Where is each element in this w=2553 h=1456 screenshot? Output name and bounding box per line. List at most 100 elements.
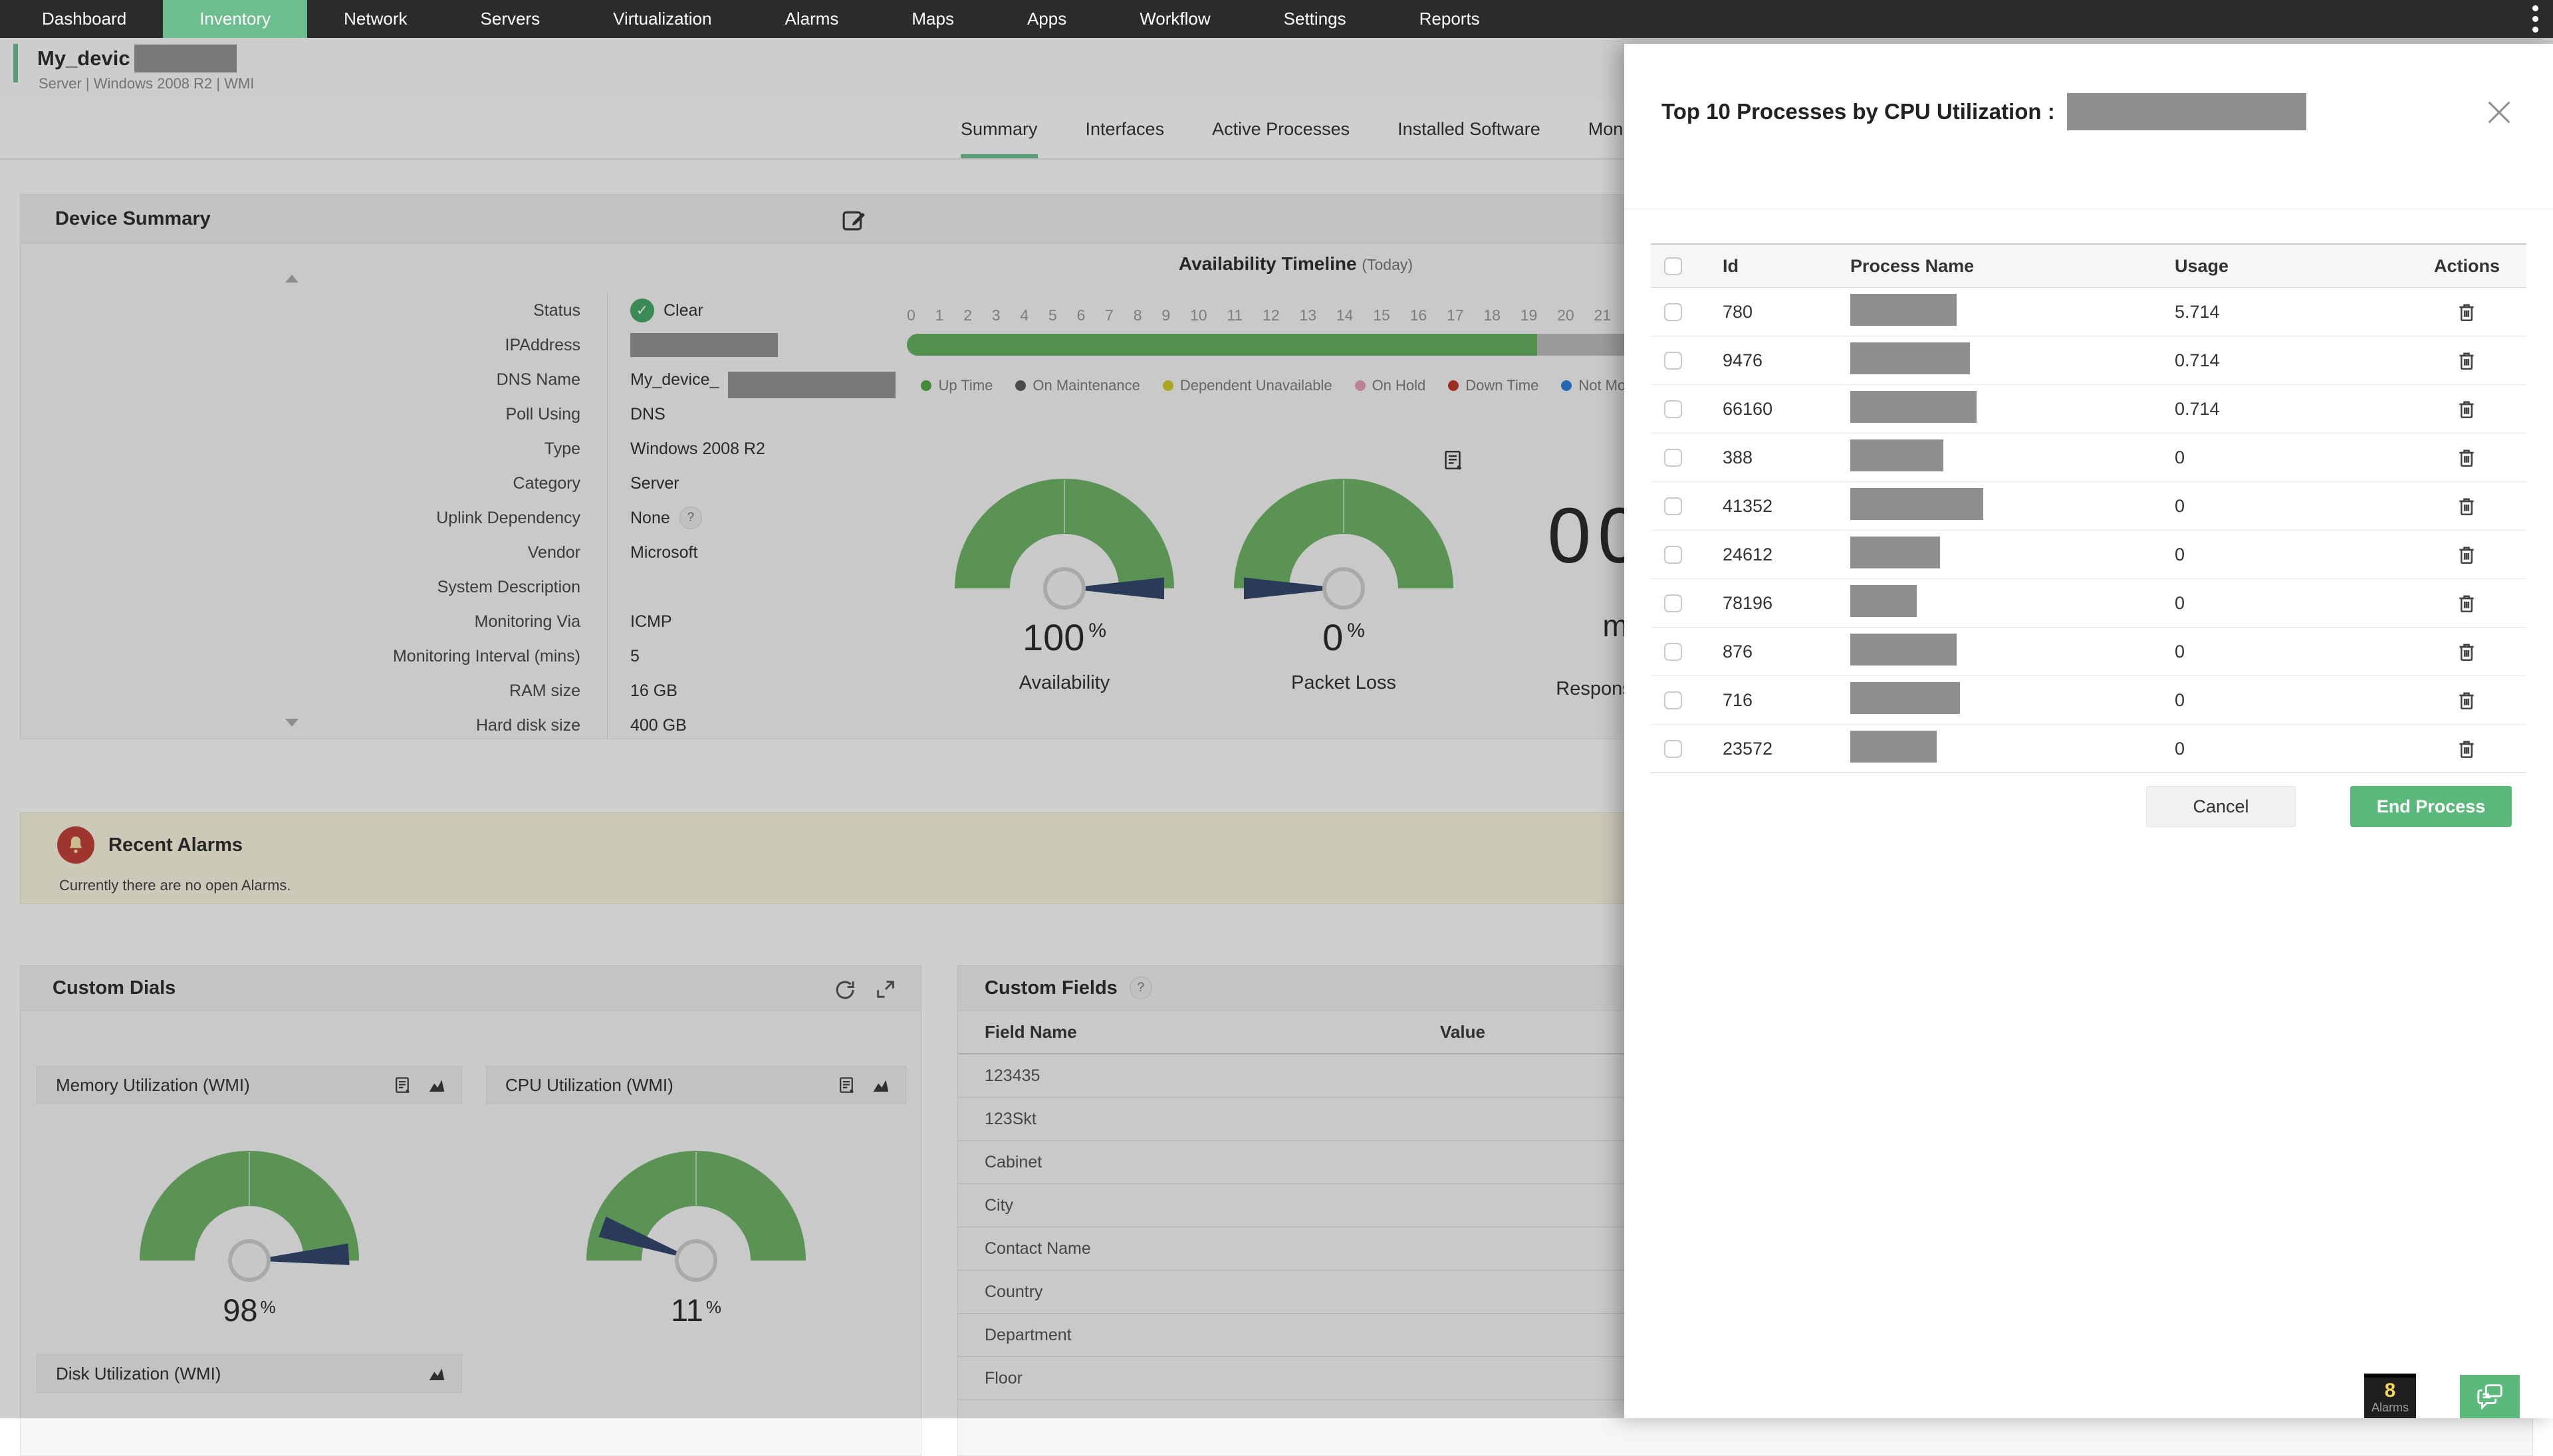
fields-scroll-down-icon[interactable] — [285, 719, 299, 727]
nav-items: Dashboard Inventory Network Servers Virtuali… — [0, 0, 1517, 38]
expand-icon[interactable] — [874, 978, 898, 1002]
cpu-dial-body: 11% — [486, 1104, 906, 1328]
legend-dot — [1015, 380, 1027, 391]
timeline-tick: 0 — [907, 306, 915, 324]
process-name-redacted — [1850, 342, 1970, 374]
delete-process-button[interactable] — [2455, 301, 2478, 323]
tab-active-processes[interactable]: Active Processes — [1212, 118, 1350, 139]
delete-process-button[interactable] — [2455, 543, 2478, 566]
nav-item-network[interactable]: Network — [344, 9, 408, 29]
tab-interfaces[interactable]: Interfaces — [1085, 118, 1165, 139]
delete-process-button[interactable] — [2455, 640, 2478, 663]
legend-label: Dependent Unavailable — [1179, 377, 1332, 394]
chat-button[interactable] — [2460, 1375, 2520, 1418]
nav-item-inventory[interactable]: Inventory — [163, 0, 308, 38]
nav-item-virtualization[interactable]: Virtualization — [613, 9, 712, 29]
chart-icon[interactable] — [427, 1364, 447, 1384]
process-name — [1850, 342, 2163, 379]
timeline-tick: 17 — [1446, 306, 1464, 324]
memory-dial-card: Memory Utilization (WMI) — [37, 1066, 462, 1328]
custom-dials-tools — [833, 978, 898, 1002]
process-name-redacted — [1850, 536, 1940, 568]
availability-unit: % — [1088, 620, 1107, 642]
recent-alarms-message: Currently there are no open Alarms. — [59, 877, 291, 894]
end-process-button[interactable]: End Process — [2350, 786, 2512, 827]
nav-item-apps[interactable]: Apps — [1027, 9, 1067, 29]
timeline-tick: 19 — [1520, 306, 1538, 324]
custom-dials-title: Custom Dials — [53, 977, 176, 999]
process-name-redacted — [1850, 439, 1943, 471]
redacted-value — [728, 372, 896, 398]
modal-actions: Cancel End Process — [2146, 786, 2512, 827]
kebab-menu-icon[interactable] — [2532, 0, 2538, 38]
nav-item-alarms[interactable]: Alarms — [785, 9, 839, 29]
delete-process-button[interactable] — [2455, 689, 2478, 711]
availability-number: 100 — [1022, 616, 1085, 658]
help-icon[interactable]: ? — [1129, 977, 1152, 999]
nav-item-maps[interactable]: Maps — [912, 9, 954, 29]
process-checkbox[interactable] — [1664, 594, 1682, 612]
process-checkbox[interactable] — [1664, 400, 1682, 418]
process-checkbox[interactable] — [1664, 351, 1682, 370]
memory-number: 98 — [223, 1292, 258, 1328]
process-usage: 5.714 — [2175, 301, 2220, 322]
process-checkbox[interactable] — [1664, 303, 1682, 321]
tab-summary[interactable]: Summary — [961, 100, 1038, 158]
refresh-icon[interactable] — [833, 978, 857, 1002]
field-value: 400 GB — [607, 708, 898, 739]
disk-dial-header: Disk Utilization (WMI) — [37, 1354, 462, 1393]
delete-process-button[interactable] — [2455, 349, 2478, 372]
field-label: Monitoring Interval (mins) — [392, 646, 580, 666]
nav-item-settings[interactable]: Settings — [1283, 9, 1346, 29]
process-id: 780 — [1723, 301, 1753, 322]
fields-scroll-up-icon[interactable] — [285, 275, 299, 283]
report-icon[interactable] — [1441, 448, 1465, 472]
process-id: 24612 — [1723, 544, 1773, 564]
disk-dial-card: Disk Utilization (WMI) — [37, 1354, 462, 1393]
cancel-button[interactable]: Cancel — [2146, 786, 2296, 827]
legend-label: Down Time — [1465, 377, 1539, 394]
packet-loss-unit: % — [1347, 620, 1365, 642]
nav-item-reports[interactable]: Reports — [1419, 9, 1480, 29]
report-icon[interactable] — [392, 1075, 412, 1095]
device-name: My_devic — [37, 47, 130, 70]
process-usage: 0 — [2175, 544, 2185, 564]
process-row: 66160 0.714 — [1651, 385, 2526, 433]
report-icon[interactable] — [836, 1075, 856, 1095]
delete-process-button[interactable] — [2455, 737, 2478, 760]
process-actions — [2429, 398, 2526, 420]
nav-item-servers[interactable]: Servers — [480, 9, 541, 29]
process-checkbox[interactable] — [1664, 497, 1682, 515]
edit-icon[interactable] — [840, 205, 868, 233]
alarms-badge[interactable]: 8 Alarms — [2364, 1374, 2416, 1418]
process-checkbox[interactable] — [1664, 545, 1682, 564]
process-checkbox[interactable] — [1664, 739, 1682, 758]
timeline-tick: 12 — [1263, 306, 1280, 324]
process-checkbox[interactable] — [1664, 642, 1682, 661]
chart-icon[interactable] — [871, 1075, 891, 1095]
timeline-tick: 18 — [1483, 306, 1501, 324]
field-label: Hard disk size — [476, 715, 580, 735]
nav-item-dashboard[interactable]: Dashboard — [42, 9, 127, 29]
nav-item-workflow[interactable]: Workflow — [1140, 9, 1211, 29]
chart-icon[interactable] — [427, 1075, 447, 1095]
select-all-checkbox[interactable] — [1664, 257, 1682, 275]
delete-process-button[interactable] — [2455, 398, 2478, 420]
delete-process-button[interactable] — [2455, 446, 2478, 469]
tab-installed-software[interactable]: Installed Software — [1398, 118, 1540, 139]
delete-process-button[interactable] — [2455, 495, 2478, 517]
timeline-tick: 13 — [1299, 306, 1316, 324]
memory-dial-value: 98% — [223, 1292, 275, 1328]
legend-item: On Maintenance — [1015, 377, 1140, 394]
help-icon[interactable]: ? — [679, 507, 702, 529]
process-table-header: Id Process Name Usage Actions — [1651, 243, 2526, 288]
close-icon[interactable] — [2484, 97, 2514, 128]
device-summary-field-row: DNS Name My_device_ — [67, 362, 898, 398]
device-summary-field-row: RAM size 16 GB — [67, 673, 898, 708]
process-checkbox[interactable] — [1664, 448, 1682, 467]
delete-process-button[interactable] — [2455, 592, 2478, 614]
column-process-name: Process Name — [1850, 255, 1975, 276]
process-table: Id Process Name Usage Actions 780 5.714 94… — [1651, 243, 2526, 773]
process-name — [1850, 439, 2163, 476]
process-checkbox[interactable] — [1664, 691, 1682, 709]
